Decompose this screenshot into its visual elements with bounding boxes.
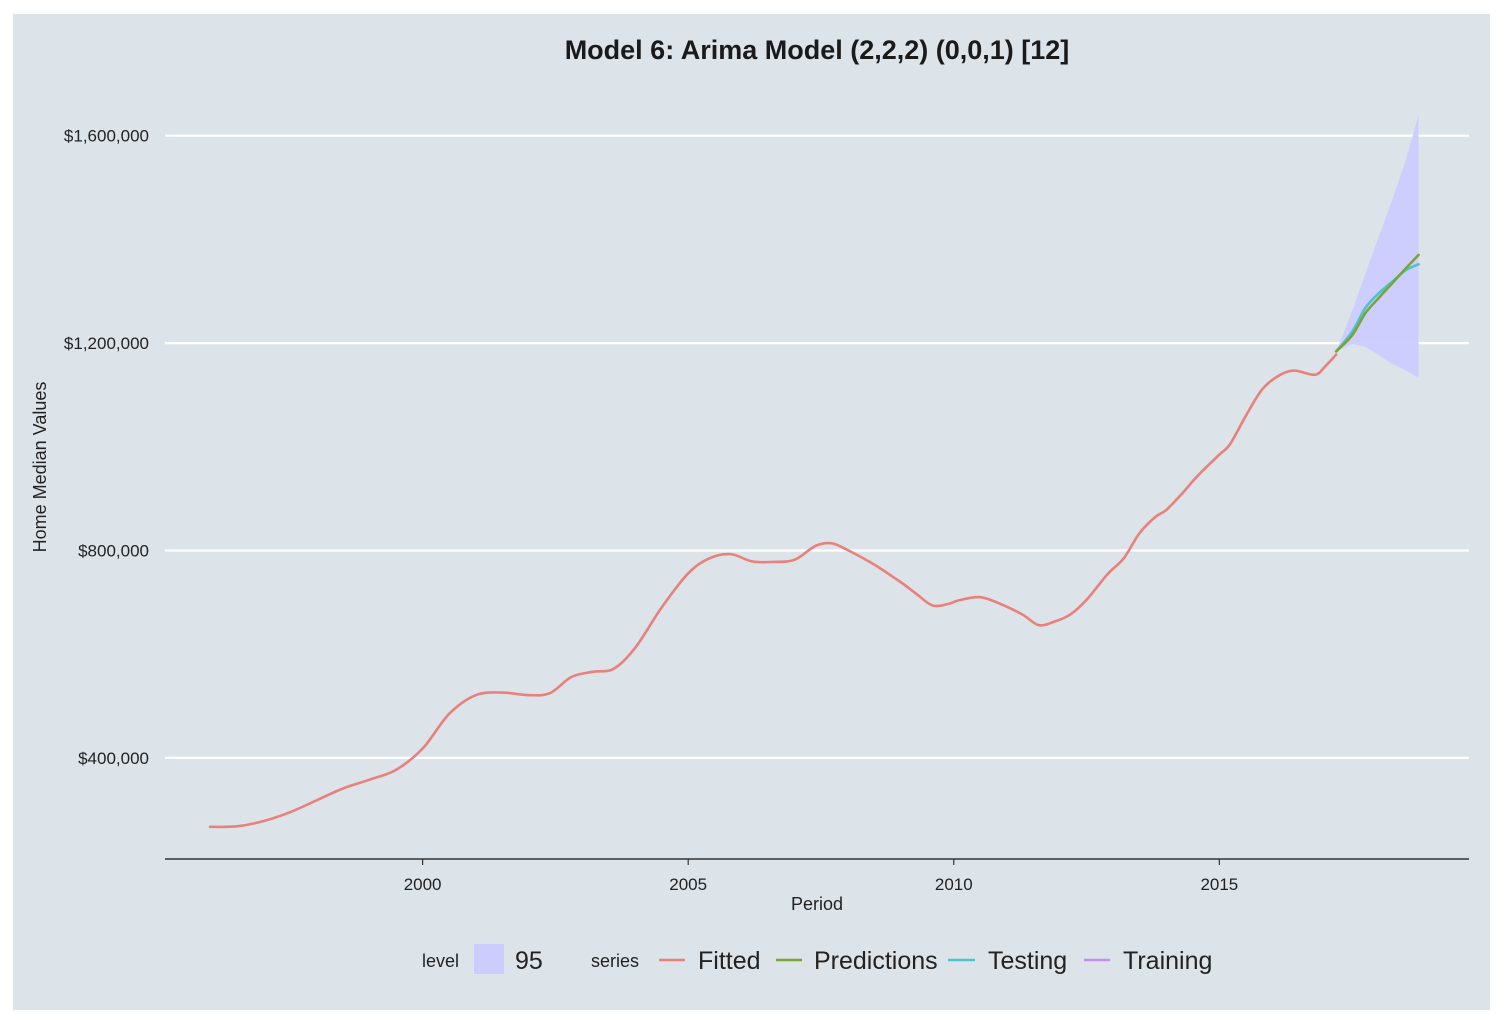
x-tick-label: 2000 bbox=[404, 875, 442, 894]
legend-level-title: level bbox=[422, 951, 459, 971]
y-tick-label: $1,200,000 bbox=[64, 334, 149, 353]
series-line-fitted bbox=[208, 353, 1338, 829]
confidence-band bbox=[1336, 114, 1419, 378]
legend-series-title: series bbox=[591, 951, 639, 971]
series-line-predictions bbox=[1334, 253, 1420, 353]
x-tick-label: 2015 bbox=[1200, 875, 1238, 894]
y-tick-label: $800,000 bbox=[78, 541, 149, 560]
legend-item-fitted: Fitted bbox=[698, 947, 761, 975]
legend-band-swatch bbox=[474, 944, 504, 974]
legend-item-predictions: Predictions bbox=[814, 947, 938, 975]
gridlines bbox=[165, 134, 1469, 759]
x-axis-title: Period bbox=[791, 894, 843, 914]
x-tick-label: 2005 bbox=[669, 875, 707, 894]
x-axis-ticks: 2000 2005 2010 2015 bbox=[404, 859, 1238, 894]
chart-panel: Model 6: Arima Model (2,2,2) (0,0,1) [12… bbox=[13, 14, 1490, 1010]
chart-title: Model 6: Arima Model (2,2,2) (0,0,1) [12… bbox=[565, 35, 1070, 65]
y-axis-ticks: $400,000 $800,000 $1,200,000 $1,600,000 bbox=[64, 127, 149, 768]
x-tick-label: 2010 bbox=[935, 875, 973, 894]
legend-level-value: 95 bbox=[515, 947, 543, 975]
y-tick-label: $1,600,000 bbox=[64, 127, 149, 146]
y-tick-label: $400,000 bbox=[78, 749, 149, 768]
series-lines bbox=[208, 253, 1420, 829]
legend-item-training: Training bbox=[1123, 947, 1212, 975]
chart-svg: Model 6: Arima Model (2,2,2) (0,0,1) [12… bbox=[30, 35, 1469, 975]
legend-item-testing: Testing bbox=[988, 947, 1067, 975]
legend: level 95 series Fitted Predictions Testi… bbox=[422, 944, 1212, 975]
confidence-band-95 bbox=[1336, 114, 1419, 378]
y-axis-title: Home Median Values bbox=[30, 382, 50, 553]
